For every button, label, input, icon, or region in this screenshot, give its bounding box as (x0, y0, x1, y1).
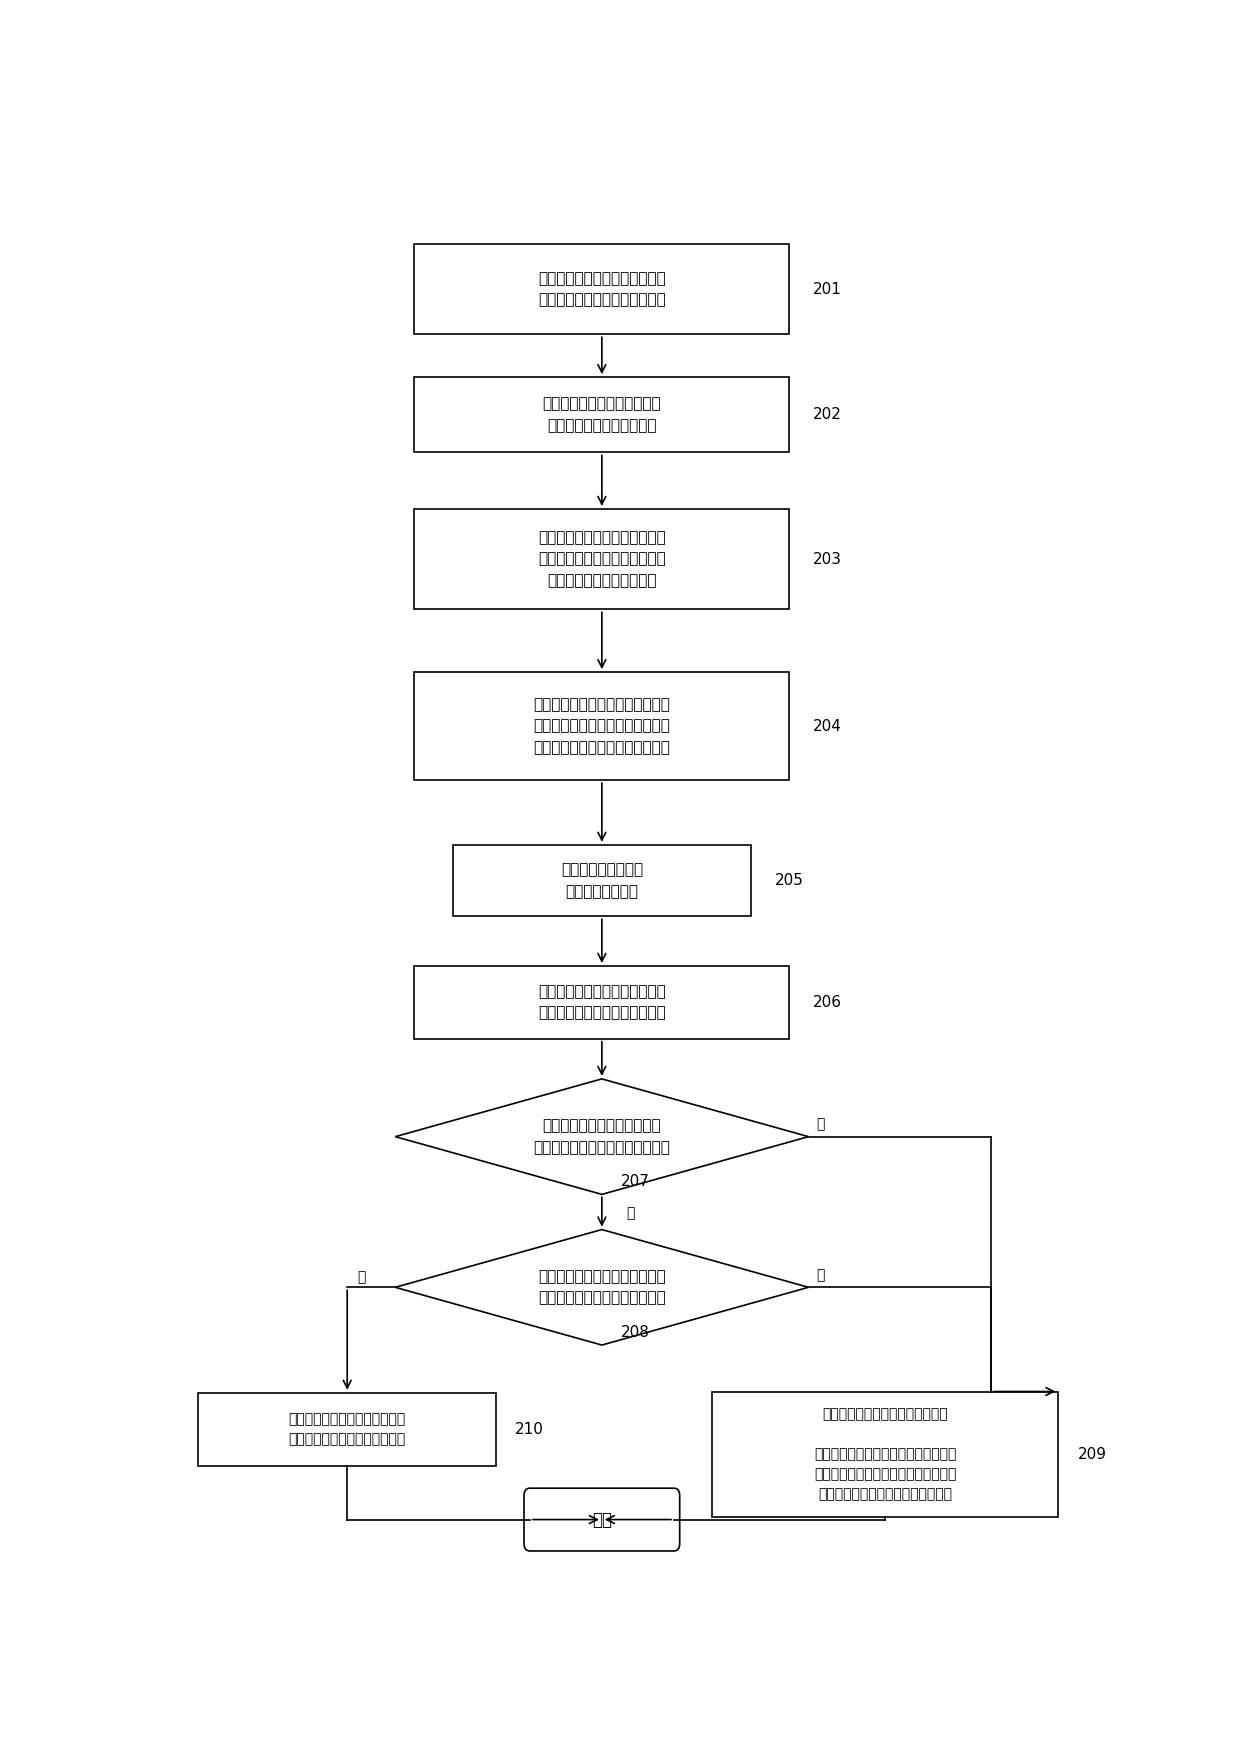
Bar (453, 845, 751, 916)
Text: 终端对所述参数配置标识、区域标
识、版本标识及其对应的业务承载
配置参数建立映射关系并进行存储: 终端对所述参数配置标识、区域标 识、版本标识及其对应的业务承载 配置参数建立映射… (533, 697, 671, 755)
Text: 206: 206 (813, 995, 842, 1009)
Bar (414, 245, 789, 335)
Text: 是: 是 (357, 1270, 366, 1284)
Text: 结束: 结束 (591, 1511, 611, 1529)
Bar (713, 1391, 1059, 1516)
Text: 210: 210 (516, 1421, 544, 1437)
Bar (414, 509, 789, 609)
Polygon shape (396, 1229, 808, 1345)
Bar (198, 1393, 496, 1465)
Text: 判断终端上报的版本标识是否同
网络侧当前使用的版本标识相同: 判断终端上报的版本标识是否同 网络侧当前使用的版本标识相同 (538, 1270, 666, 1305)
Text: 系统在广播消息中广播存储配置
参数对应的区域标识及版本标识: 系统在广播消息中广播存储配置 参数对应的区域标识及版本标识 (538, 271, 666, 308)
Text: 201: 201 (813, 282, 842, 296)
Text: 208: 208 (621, 1324, 650, 1340)
Text: 终端接收广播消息，从该消息
中提取区域标识及版本标识: 终端接收广播消息，从该消息 中提取区域标识及版本标识 (543, 396, 661, 433)
FancyBboxPatch shape (525, 1488, 680, 1551)
Bar (414, 965, 789, 1039)
Polygon shape (396, 1079, 808, 1194)
Text: 209: 209 (1078, 1448, 1106, 1462)
Text: 网络侧要求终端上报
存储配置参数信息: 网络侧要求终端上报 存储配置参数信息 (560, 863, 642, 898)
Text: 203: 203 (813, 551, 842, 567)
Bar (414, 377, 789, 453)
Text: 205: 205 (775, 873, 804, 888)
Text: 207: 207 (621, 1175, 650, 1189)
Text: 终端中存储的存储配置参数可用
网络侧不进行存储配置更新操作: 终端中存储的存储配置参数可用 网络侧不进行存储配置更新操作 (289, 1412, 405, 1446)
Text: 否: 否 (816, 1116, 825, 1131)
Bar (414, 673, 789, 780)
Text: 终端中存储的存储配置参数不可用

网络侧向终端发送存储配置消息，该消
息包括业务承载配置参数及其对应的参
数配置标识，及区域标识和版本标识: 终端中存储的存储配置参数不可用 网络侧向终端发送存储配置消息，该消 息包括业务承… (815, 1407, 956, 1502)
Text: 202: 202 (813, 407, 842, 423)
Text: 204: 204 (813, 718, 842, 734)
Text: 是: 是 (626, 1206, 635, 1220)
Text: 终端接收网络侧发送的存储配置
消息，从该消息中获得参数配置
标识以及业务承载配置参数: 终端接收网络侧发送的存储配置 消息，从该消息中获得参数配置 标识以及业务承载配置… (538, 530, 666, 588)
Text: 判断终端上报的区域标识是否
同网络侧当前使用的区域标识相同: 判断终端上报的区域标识是否 同网络侧当前使用的区域标识相同 (533, 1118, 671, 1155)
Text: 否: 否 (816, 1268, 825, 1282)
Text: 终端上报存储配置参数信息，该
信息中包括区域标识及版本标识: 终端上报存储配置参数信息，该 信息中包括区域标识及版本标识 (538, 984, 666, 1021)
